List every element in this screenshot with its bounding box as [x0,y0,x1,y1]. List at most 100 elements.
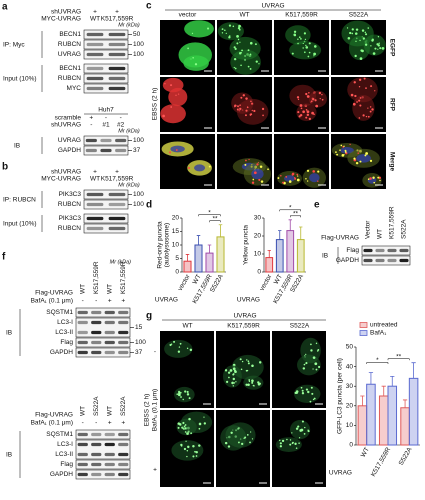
x-tick-label: S522A [398,446,414,467]
mr-value: 100 [133,191,144,198]
y-tick-label: 0 [349,442,353,449]
row-label: EGFP [388,39,395,57]
punctum [236,108,239,111]
significance-bracket [209,220,221,223]
punctum [192,57,194,59]
punctum [293,30,297,33]
punctum [347,37,351,40]
lane-label: - [105,115,107,122]
error-bar [411,362,416,379]
y-axis-title: Red-only puncta [157,221,164,269]
punctum [245,159,247,162]
punctum [187,445,190,449]
micrograph [160,134,215,189]
lane-label: WT [90,176,100,183]
punctum [370,85,373,88]
punctum [317,170,320,173]
panel-letter: g [146,311,152,322]
punctum [192,455,195,458]
band [363,248,373,253]
lane-label: S522A [93,396,100,416]
punctum [228,36,231,39]
punctum [241,360,244,363]
punctum [248,379,251,381]
band [86,226,104,231]
band [387,248,397,253]
punctum [305,353,307,355]
punctum [257,382,261,386]
condition-label: scramble [55,115,82,122]
punctum [358,99,361,102]
lane-label: + [121,420,125,427]
punctum [249,114,252,116]
punctum [237,38,240,41]
y-axis-title: GFP-LC3 puncta (per cell) [337,358,344,434]
x-axis-title: UVRAG [155,297,178,304]
mr-label: Mr (kDa) [110,259,132,265]
punctum [306,95,310,98]
blot-strip [83,213,129,224]
punctum [369,159,373,163]
punctum [170,343,173,345]
punctum [230,431,233,434]
punctum [233,57,237,61]
punctum [370,45,372,47]
punctum [305,388,309,391]
error-bar [360,395,365,406]
punctum [180,392,182,394]
band [118,310,129,315]
blot-strip [75,439,131,460]
significance-bracket [290,215,301,218]
punctum [378,42,380,44]
band [91,452,102,457]
treatment-label: BafA₁ (0.1 μm) [152,389,159,431]
lane-label: WT [377,229,384,239]
punctum [367,115,370,118]
lane-label: #1 [102,122,110,129]
panel-letter: b [2,162,8,173]
error-bar [207,244,212,254]
punctum [208,165,211,168]
punctum [300,107,303,110]
column-label: vector [179,12,198,19]
protein-label: UVRAG [58,137,81,144]
punctum [179,423,182,426]
punctum [311,111,314,115]
condition-label: MYC-UVRAG [41,16,81,23]
punctum [364,43,368,46]
punctum [233,382,236,384]
punctum [359,160,362,163]
punctum [185,440,187,442]
band [91,310,102,315]
punctum [339,149,341,151]
band [86,216,104,221]
punctum [298,437,301,439]
condition-label: MYC-UVRAG [41,176,81,183]
punctum [258,63,260,65]
punctum [175,149,178,151]
blot-strip [83,63,129,74]
nucleus [340,147,354,154]
column-label: S522A [290,323,310,330]
cell [184,20,214,38]
punctum [259,165,263,169]
lane-label: WT [90,16,100,23]
error-bar [218,224,223,237]
punctum [373,181,376,184]
punctum [306,180,309,182]
protein-label: RUBCN [58,201,81,208]
punctum [297,175,299,177]
nucleus [309,173,320,183]
y-tick-label: 20 [346,403,354,410]
punctum [291,442,294,445]
punctum [302,367,306,370]
punctum [260,180,264,183]
punctum [291,172,295,176]
punctum [206,27,210,30]
cell [293,384,321,403]
punctum [225,380,229,383]
cell [275,437,302,452]
punctum [377,176,380,179]
bar [216,236,225,273]
punctum [192,445,195,448]
